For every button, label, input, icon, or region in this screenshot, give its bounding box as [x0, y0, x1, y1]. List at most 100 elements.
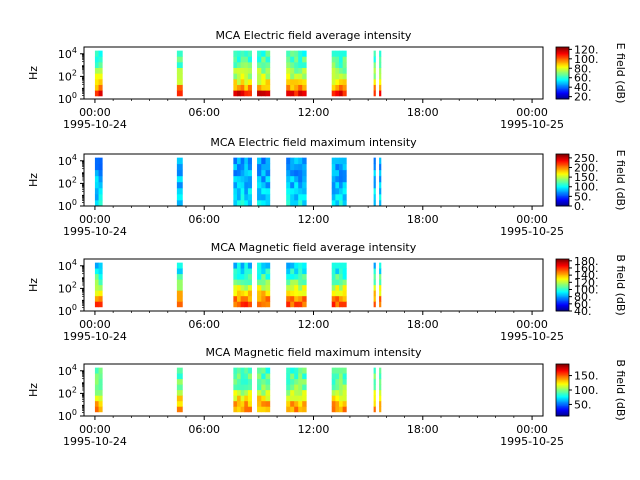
- heatmap-cell: [331, 56, 336, 63]
- heatmap-cell: [298, 268, 303, 275]
- heatmap-cell: [298, 175, 303, 183]
- heatmap-cell: [265, 73, 271, 80]
- colorbar-cell: [556, 259, 569, 261]
- colorbar-tick-label: 150.: [574, 370, 599, 383]
- heatmap-cell: [98, 301, 103, 308]
- heatmap-cell: [302, 50, 307, 57]
- heatmap-cell: [176, 301, 183, 308]
- colorbar-cell: [556, 170, 569, 173]
- heatmap-cell: [342, 169, 347, 177]
- heatmap-cell: [257, 400, 262, 407]
- heatmap-cell: [237, 90, 242, 97]
- heatmap-cell: [335, 50, 340, 57]
- heatmap-cell: [339, 175, 344, 183]
- heatmap-cell: [379, 389, 382, 396]
- heatmap-cell: [98, 284, 103, 291]
- heatmap-cell: [265, 301, 271, 308]
- heatmap-cell: [240, 273, 245, 280]
- heatmap-cell: [265, 400, 271, 407]
- heatmap-cell: [94, 295, 99, 302]
- heatmap-cell: [373, 295, 376, 302]
- heatmap-cell: [176, 406, 183, 413]
- heatmap-cell: [257, 56, 262, 63]
- heatmap-cell: [237, 50, 242, 57]
- heatmap-cell: [176, 389, 183, 396]
- heatmap-cell: [302, 187, 307, 195]
- heatmap-cell: [335, 406, 340, 413]
- colorbar-tick-label: 200.: [574, 161, 599, 174]
- spectrogram: [94, 157, 382, 207]
- colorbar-label: B field (dB): [614, 359, 627, 420]
- heatmap-cell: [237, 273, 242, 280]
- heatmap-cell: [339, 84, 344, 91]
- heatmap-cell: [302, 273, 307, 280]
- colorbar-cell: [556, 89, 569, 92]
- heatmap-cell: [237, 187, 242, 195]
- colorbar-cell: [556, 396, 569, 399]
- heatmap-cell: [302, 268, 307, 275]
- heatmap-cell: [331, 295, 336, 302]
- heatmap-cell: [257, 389, 262, 396]
- heatmap-cell: [373, 268, 376, 275]
- y-tick-label: 104: [58, 153, 77, 168]
- heatmap-cell: [176, 56, 183, 63]
- heatmap-cell: [339, 163, 344, 171]
- heatmap-cell: [286, 273, 291, 280]
- heatmap-cell: [176, 193, 183, 201]
- heatmap-cell: [373, 367, 376, 374]
- heatmap-cell: [257, 163, 262, 171]
- x-tick-label: 00:00: [79, 423, 111, 436]
- heatmap-cell: [373, 50, 376, 57]
- heatmap-cell: [379, 56, 382, 63]
- colorbar-cell: [556, 178, 569, 181]
- heatmap-cell: [335, 384, 340, 391]
- colorbar-cell: [556, 88, 569, 91]
- heatmap-cell: [98, 73, 103, 80]
- y-tick-label: 104: [58, 46, 77, 61]
- heatmap-cell: [247, 373, 252, 380]
- colorbar-cell: [556, 367, 569, 370]
- colorbar-cell: [556, 67, 569, 70]
- colorbar: 40.60.80.100.120.140.160.180. B field (dB…: [555, 254, 627, 318]
- heatmap-cell: [373, 67, 376, 74]
- heatmap-cell: [94, 61, 99, 68]
- heatmap-cell: [294, 163, 299, 171]
- heatmap-cell: [290, 389, 295, 396]
- heatmap-cell: [261, 395, 266, 402]
- heatmap-cell: [298, 84, 303, 91]
- colorbar-cell: [556, 395, 569, 397]
- heatmap-cell: [247, 406, 252, 413]
- heatmap-cell: [244, 175, 249, 183]
- heatmap-cell: [94, 90, 99, 97]
- heatmap-cell: [233, 384, 238, 391]
- heatmap-cell: [294, 378, 299, 385]
- heatmap-cell: [240, 73, 245, 80]
- heatmap-cell: [331, 395, 336, 402]
- heatmap-cell: [247, 56, 252, 63]
- heatmap-cell: [244, 273, 249, 280]
- heatmap-cell: [290, 400, 295, 407]
- heatmap-cell: [339, 262, 344, 269]
- colorbar-cell: [556, 53, 569, 56]
- heatmap-cell: [240, 400, 245, 407]
- heatmap-cell: [257, 169, 262, 177]
- heatmap-cell: [233, 163, 238, 171]
- heatmap-cell: [290, 373, 295, 380]
- heatmap-cell: [331, 268, 336, 275]
- heatmap-cell: [290, 73, 295, 80]
- heatmap-cell: [298, 56, 303, 63]
- heatmap-cell: [237, 406, 242, 413]
- colorbar-cell: [556, 74, 569, 76]
- colorbar-frame: [555, 153, 570, 207]
- heatmap-cell: [339, 61, 344, 68]
- heatmap-cell: [257, 78, 262, 85]
- heatmap-cell: [98, 373, 103, 380]
- heatmap-cell: [261, 84, 266, 91]
- heatmap-cell: [265, 373, 271, 380]
- colorbar-cell: [556, 285, 569, 287]
- panel-1: MCA Electric field average intensity 100 1…: [27, 29, 627, 131]
- heatmap-cell: [247, 389, 252, 396]
- heatmap-cell: [294, 295, 299, 302]
- heatmap-cell: [233, 73, 238, 80]
